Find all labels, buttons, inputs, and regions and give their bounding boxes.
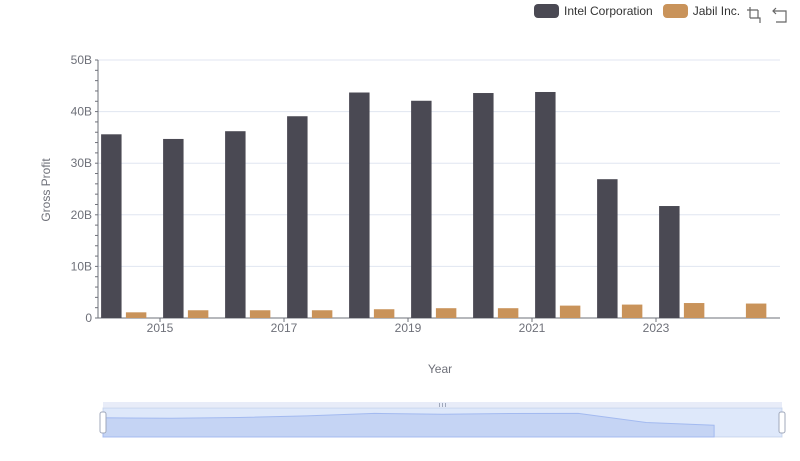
x-tick-label: 2023 [643,321,670,335]
bar-jabil-2020[interactable] [497,308,519,318]
bar-intel-2018[interactable] [349,92,370,319]
bar-jabil-2019[interactable] [435,308,457,318]
zoom-icon[interactable] [746,6,764,24]
bar-intel-2017[interactable] [287,116,308,318]
legend-swatch-intel [534,4,559,18]
bar-intel-2019[interactable] [411,100,432,318]
legend-label-intel: Intel Corporation [564,4,653,18]
bar-jabil-2017[interactable] [311,310,333,318]
bar-jabil-2021[interactable] [559,305,581,318]
y-tick-label: 20B [71,208,92,222]
bar-jabil-2014[interactable] [125,312,147,318]
y-tick-label: 30B [71,156,92,170]
zoom-grip-icon[interactable] [439,403,446,407]
bar-jabil-2015[interactable] [187,310,209,318]
x-tick-label: 2017 [271,321,298,335]
x-tick-label: 2015 [147,321,174,335]
legend-label-jabil: Jabil Inc. [692,4,741,18]
restore-icon[interactable] [772,6,790,24]
zoom-handle-right[interactable] [778,411,786,434]
bar-jabil-2018[interactable] [373,309,395,318]
zoom-selection[interactable] [103,408,782,437]
data-zoom-slider[interactable] [99,402,786,438]
bar-intel-2015[interactable] [163,138,184,318]
toolbox [746,6,790,24]
bar-series[interactable] [101,91,767,319]
y-tick-label: 40B [71,105,92,119]
x-tick-label: 2021 [519,321,546,335]
bar-jabil-2023[interactable] [683,303,705,318]
bar-intel-2020[interactable] [473,93,494,318]
x-axis-title: Year [427,362,453,376]
bar-intel-2016[interactable] [225,131,246,318]
x-tick-label: 2019 [395,321,422,335]
legend-item-jabil[interactable]: Jabil Inc. [662,4,741,18]
bar-intel-2014[interactable] [101,134,122,318]
legend: Intel Corporation Jabil Inc. [534,4,740,18]
bar-intel-2021[interactable] [535,91,556,318]
y-tick-label: 10B [71,259,92,273]
legend-item-intel[interactable]: Intel Corporation [534,4,653,18]
bar-intel-2023[interactable] [659,206,680,318]
zoom-handle-left[interactable] [99,411,107,434]
bar-jabil-2024[interactable] [745,303,767,318]
y-axis-title: Gross Profit [39,158,53,222]
bar-jabil-2022[interactable] [621,304,643,318]
legend-swatch-jabil [662,4,688,18]
y-tick-label: 0 [85,311,92,325]
bar-jabil-2016[interactable] [249,310,271,318]
y-tick-label: 50B [71,53,92,67]
bar-intel-2022[interactable] [597,179,618,318]
zoom-preview-area [102,412,715,438]
